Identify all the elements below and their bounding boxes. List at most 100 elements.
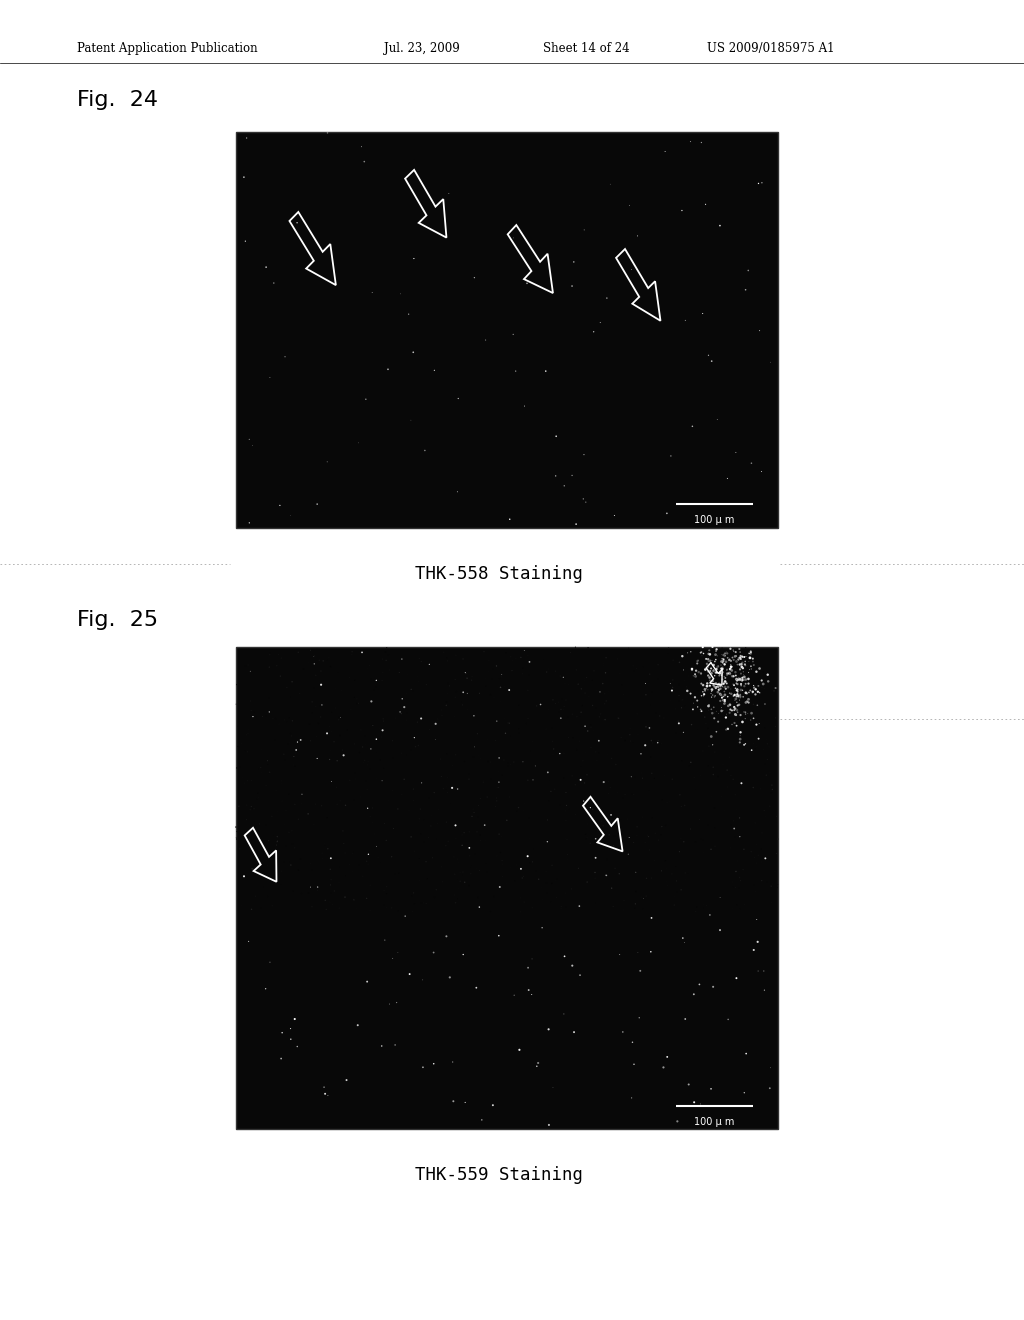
Point <box>433 766 450 787</box>
Point <box>462 857 478 878</box>
Point <box>439 781 456 803</box>
Point <box>395 812 412 833</box>
Point <box>693 663 710 684</box>
Point <box>734 711 751 733</box>
Point <box>393 784 410 805</box>
Point <box>502 862 518 883</box>
Point <box>624 766 640 787</box>
Point <box>690 661 707 682</box>
Point <box>293 883 309 904</box>
Point <box>564 704 581 725</box>
Point <box>721 751 737 772</box>
Point <box>736 647 753 668</box>
Point <box>329 750 345 771</box>
Point <box>614 783 631 804</box>
Point <box>564 677 581 698</box>
Point <box>706 764 722 785</box>
Point <box>601 783 617 804</box>
Point <box>411 810 427 832</box>
Point <box>541 659 557 680</box>
Point <box>698 653 715 675</box>
Point <box>350 693 367 714</box>
Point <box>244 858 260 879</box>
Point <box>525 838 542 859</box>
Point <box>725 640 741 661</box>
Point <box>715 652 731 673</box>
Point <box>418 851 434 873</box>
Point <box>426 360 442 381</box>
Point <box>529 706 546 727</box>
Point <box>638 684 654 705</box>
Point <box>547 900 563 921</box>
Point <box>466 267 482 288</box>
Point <box>501 713 517 734</box>
Point <box>710 656 726 677</box>
Point <box>723 837 739 858</box>
Point <box>720 696 736 717</box>
Point <box>407 894 423 915</box>
Point <box>519 770 536 791</box>
Point <box>445 846 462 867</box>
Point <box>754 172 770 193</box>
Point <box>738 660 755 681</box>
Point <box>666 663 682 684</box>
Point <box>605 896 622 917</box>
Point <box>540 832 556 853</box>
Point <box>763 1057 779 1078</box>
Point <box>708 744 724 766</box>
Point <box>605 813 622 834</box>
Point <box>752 682 768 704</box>
Point <box>635 898 651 919</box>
Point <box>748 671 764 692</box>
Point <box>438 925 455 946</box>
Point <box>735 708 752 729</box>
Point <box>347 763 364 784</box>
Point <box>621 638 637 659</box>
Point <box>374 648 390 669</box>
Point <box>579 801 595 822</box>
Point <box>749 853 765 874</box>
Point <box>650 730 667 751</box>
Point <box>342 770 358 791</box>
Point <box>729 701 745 722</box>
Point <box>627 767 643 788</box>
Point <box>412 808 428 829</box>
Point <box>757 847 773 869</box>
Point <box>403 886 420 907</box>
Point <box>707 651 723 672</box>
Point <box>579 826 595 847</box>
Point <box>597 867 613 888</box>
Point <box>597 684 613 705</box>
Point <box>580 813 596 834</box>
Point <box>748 880 764 902</box>
Point <box>364 282 380 304</box>
Point <box>530 869 547 890</box>
Point <box>513 888 529 909</box>
Point <box>463 659 479 680</box>
Point <box>239 795 255 816</box>
Point <box>269 826 286 847</box>
Point <box>763 875 779 896</box>
Point <box>359 854 376 875</box>
Point <box>311 696 328 717</box>
Point <box>422 719 438 741</box>
Point <box>349 828 366 849</box>
Point <box>643 867 659 888</box>
Point <box>703 649 720 671</box>
Point <box>257 978 273 999</box>
Point <box>695 898 712 919</box>
Point <box>750 932 766 953</box>
Point <box>714 688 730 709</box>
Point <box>736 701 753 722</box>
Point <box>705 685 721 706</box>
Point <box>724 660 740 681</box>
Point <box>429 813 445 834</box>
Point <box>396 697 413 718</box>
Point <box>644 808 660 829</box>
Point <box>552 708 568 729</box>
Point <box>434 705 451 726</box>
Point <box>538 360 554 381</box>
Point <box>259 886 275 907</box>
Point <box>336 744 352 766</box>
Point <box>393 742 410 763</box>
